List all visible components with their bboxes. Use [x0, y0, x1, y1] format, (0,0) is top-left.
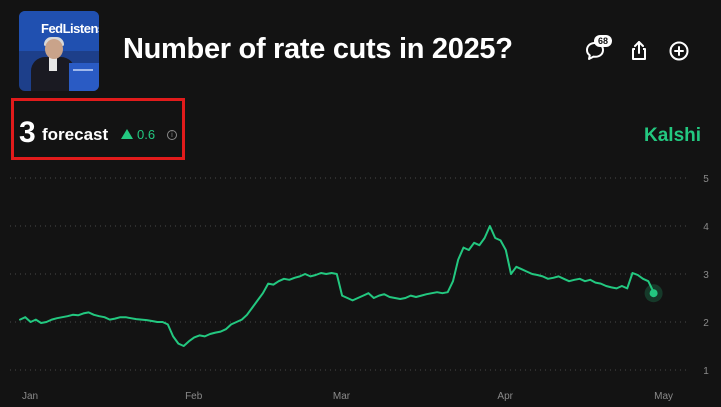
share-icon [632, 41, 646, 60]
y-tick-label: 5 [703, 174, 709, 185]
y-tick-label: 3 [703, 270, 709, 281]
x-tick-label: Jan [22, 391, 38, 402]
x-tick-label: Mar [333, 391, 351, 402]
forecast-change-value: 0.6 [137, 127, 156, 142]
add-to-watchlist-button[interactable] [666, 38, 692, 64]
y-tick-label: 1 [703, 366, 709, 377]
info-icon[interactable]: i [167, 130, 177, 140]
forecast-value: 3 [19, 116, 36, 149]
forecast-series-line [19, 225, 655, 347]
change-up-arrow-icon [121, 129, 133, 139]
x-tick-label: Feb [185, 391, 203, 402]
x-tick-label: Apr [497, 391, 513, 402]
market-thumbnail: FedListens [19, 11, 99, 91]
x-tick-label: May [654, 391, 673, 402]
comments-button[interactable] [582, 38, 608, 64]
current-point [649, 289, 658, 298]
share-button[interactable] [626, 38, 652, 64]
speaker-head [45, 39, 63, 59]
brand-logo[interactable]: Kalshi [644, 125, 702, 146]
plus-circle-icon [669, 41, 689, 61]
y-tick-label: 4 [703, 222, 709, 233]
speech-bubble-icon [586, 42, 604, 60]
thumbnail-banner-text: FedListens [41, 21, 99, 36]
market-title: Number of rate cuts in 2025? [123, 33, 513, 65]
comment-count-badge: 68 [594, 35, 612, 47]
podium [69, 63, 99, 91]
forecast-highlight-box [11, 98, 185, 160]
speaker-shirt [49, 57, 57, 71]
y-tick-label: 2 [703, 318, 709, 329]
podium-stripe [73, 69, 93, 71]
forecast-label: forecast [42, 125, 109, 144]
